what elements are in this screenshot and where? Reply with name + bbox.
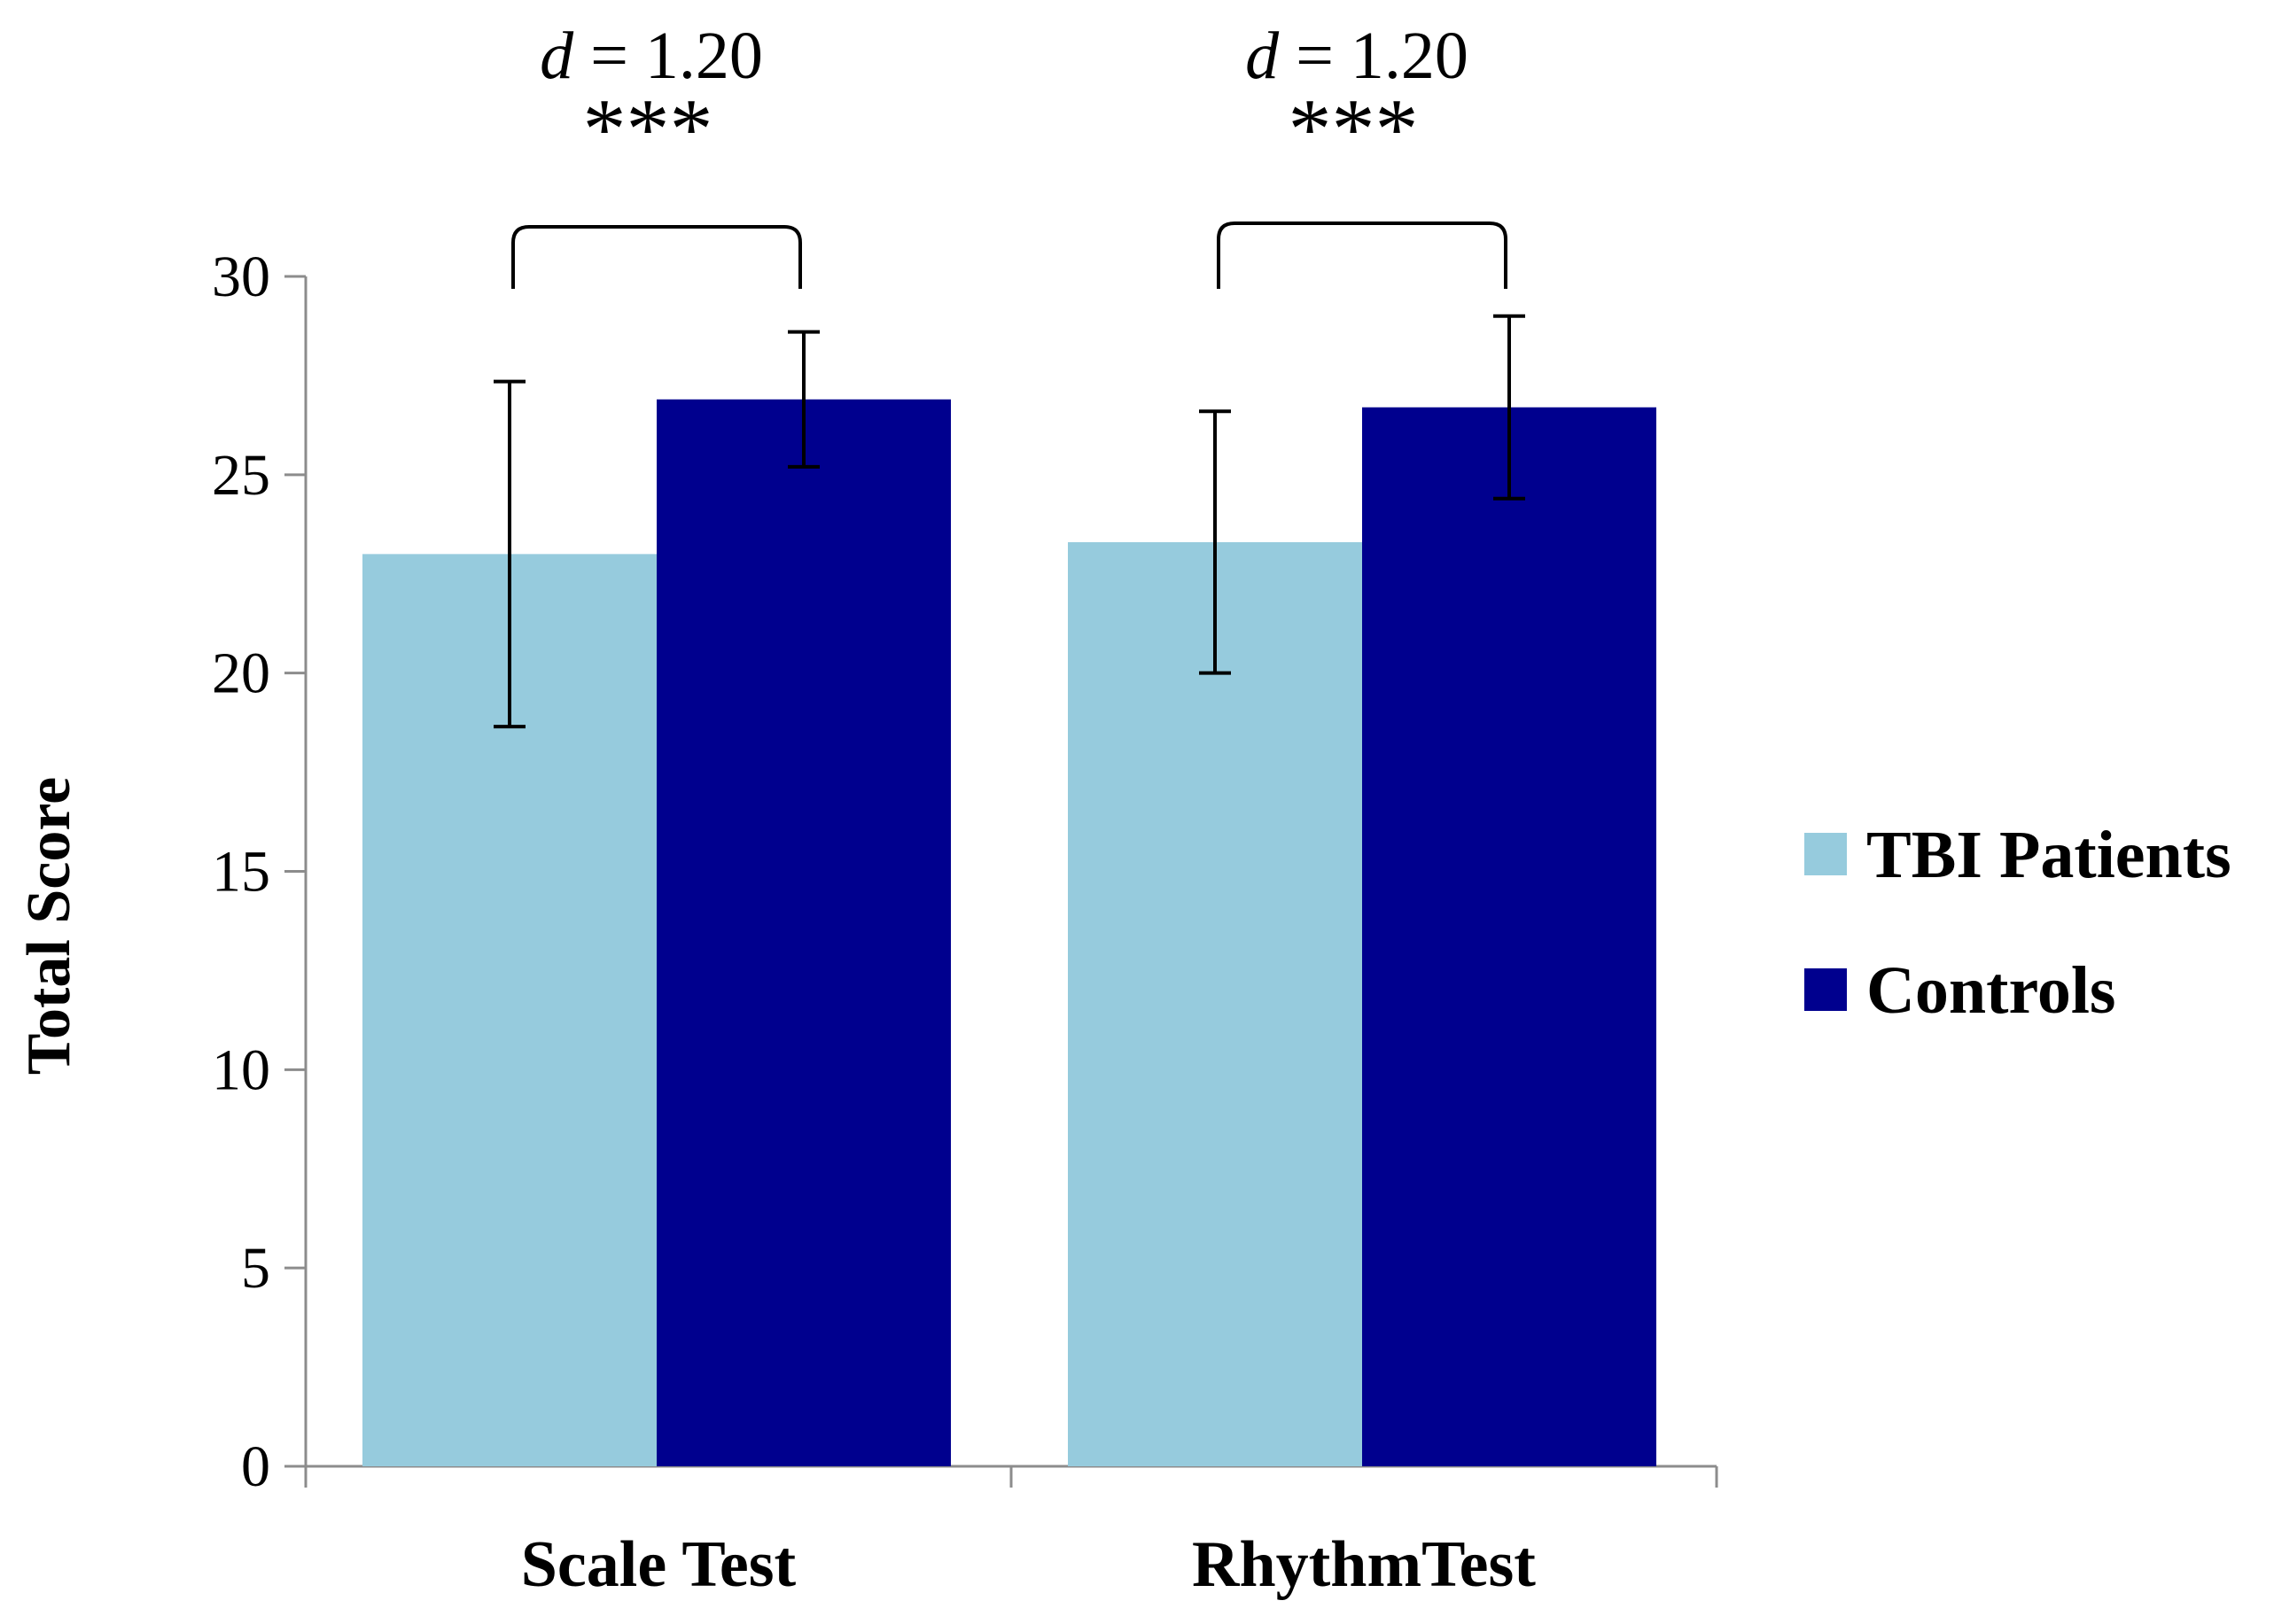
significance-label: *** — [1289, 82, 1419, 177]
y-tick-label: 20 — [212, 641, 270, 706]
y-tick-label: 30 — [212, 245, 270, 309]
error-bar — [494, 379, 526, 729]
effect-size-label: d = 1.20 — [1245, 19, 1468, 93]
y-axis-title: Total Score — [15, 777, 83, 1075]
significance-label: *** — [583, 82, 713, 177]
legend-item: Controls — [1804, 953, 2116, 1028]
legend-swatch — [1804, 833, 1847, 875]
significance-brackets: d = 1.20***d = 1.20*** — [511, 19, 1507, 289]
y-tick-label: 25 — [212, 443, 270, 508]
y-tick-label: 5 — [241, 1236, 270, 1301]
error-bars — [494, 314, 1525, 729]
legend-item: TBI Patients — [1804, 818, 2231, 892]
error-bar — [1493, 314, 1525, 501]
legend: TBI Patients Controls — [1804, 818, 2231, 1028]
x-category-label: Scale Test — [521, 1528, 797, 1601]
x-axis — [304, 1465, 1718, 1488]
significance-bracket — [1217, 221, 1507, 289]
significance-bracket — [511, 225, 802, 289]
y-tick-label: 10 — [212, 1037, 270, 1102]
legend-swatch — [1804, 968, 1847, 1011]
bar-controls-1 — [1362, 407, 1656, 1467]
y-tick-label: 15 — [212, 840, 270, 905]
effect-size-label: d = 1.20 — [540, 19, 763, 93]
error-bar — [788, 330, 820, 469]
legend-label: TBI Patients — [1866, 818, 2231, 892]
legend-label: Controls — [1866, 953, 2116, 1028]
x-category-label: RhythmTest — [1192, 1528, 1536, 1601]
y-axis: 0 5 10 15 20 25 30 — [212, 245, 308, 1499]
category-labels: Scale Test RhythmTest — [521, 1528, 1537, 1601]
y-tick-label: 0 — [241, 1434, 270, 1499]
bar-tbi-patients-1 — [1068, 541, 1362, 1466]
error-bar — [1199, 409, 1231, 675]
bars — [362, 399, 1656, 1467]
bar-controls-0 — [657, 399, 951, 1467]
